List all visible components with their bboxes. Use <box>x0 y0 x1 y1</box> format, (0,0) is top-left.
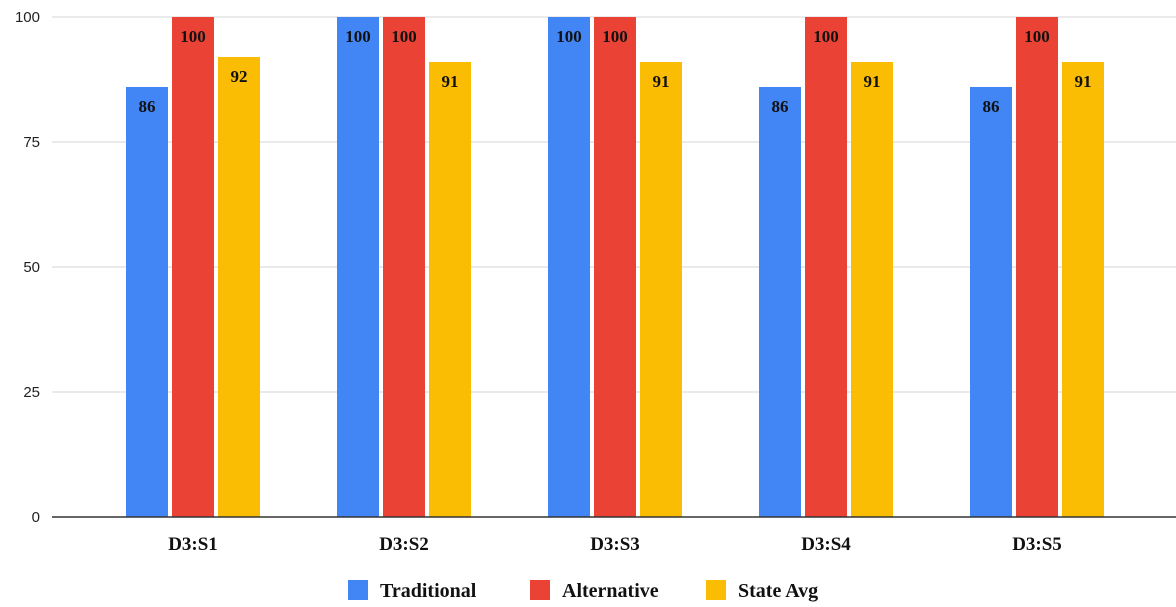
bars: 86 100 92 100 100 91 100 100 91 86 100 91 86 100 91 <box>126 17 1104 517</box>
legend-swatch-alternative <box>530 580 550 600</box>
bar-state-avg-1 <box>218 57 260 517</box>
x-category-label: D3:S5 <box>1012 534 1062 555</box>
bar-traditional-2 <box>337 17 379 517</box>
data-label: 100 <box>180 27 206 46</box>
data-label: 86 <box>772 97 789 116</box>
legend-label: Alternative <box>562 580 659 602</box>
data-label: 100 <box>602 27 628 46</box>
bar-state-avg-2 <box>429 62 471 517</box>
x-category-label: D3:S4 <box>801 534 851 555</box>
bar-state-avg-4 <box>851 62 893 517</box>
data-label: 92 <box>231 67 248 86</box>
data-label: 100 <box>556 27 582 46</box>
data-label: 100 <box>813 27 839 46</box>
data-label: 86 <box>139 97 156 116</box>
y-tick-label: 0 <box>32 509 40 526</box>
legend-label: Traditional <box>380 580 477 602</box>
legend-swatch-traditional <box>348 580 368 600</box>
y-tick-label: 75 <box>23 134 40 151</box>
bar-traditional-4 <box>759 87 801 517</box>
x-category-label: D3:S1 <box>168 534 218 555</box>
bar-alternative-1 <box>172 17 214 517</box>
bar-alternative-3 <box>594 17 636 517</box>
data-label: 100 <box>1024 27 1050 46</box>
data-label: 86 <box>983 97 1000 116</box>
data-label: 91 <box>442 72 459 91</box>
bar-state-avg-5 <box>1062 62 1104 517</box>
bar-state-avg-3 <box>640 62 682 517</box>
data-label: 91 <box>864 72 881 91</box>
x-category-label: D3:S3 <box>590 534 640 555</box>
data-label: 91 <box>1075 72 1092 91</box>
y-axis-tick-labels: 0 25 50 75 100 <box>15 9 40 526</box>
data-label: 100 <box>345 27 371 46</box>
y-tick-label: 50 <box>23 259 40 276</box>
bar-traditional-3 <box>548 17 590 517</box>
legend: Traditional Alternative State Avg <box>348 580 818 602</box>
data-label: 91 <box>653 72 670 91</box>
y-tick-label: 100 <box>15 9 40 26</box>
y-tick-label: 25 <box>23 384 40 401</box>
legend-label: State Avg <box>738 580 818 602</box>
bar-traditional-1 <box>126 87 168 517</box>
bar-alternative-5 <box>1016 17 1058 517</box>
legend-swatch-state-avg <box>706 580 726 600</box>
bar-alternative-2 <box>383 17 425 517</box>
x-axis-category-labels: D3:S1 D3:S2 D3:S3 D3:S4 D3:S5 <box>168 534 1062 555</box>
bar-traditional-5 <box>970 87 1012 517</box>
x-category-label: D3:S2 <box>379 534 429 555</box>
data-label: 100 <box>391 27 417 46</box>
bar-alternative-4 <box>805 17 847 517</box>
